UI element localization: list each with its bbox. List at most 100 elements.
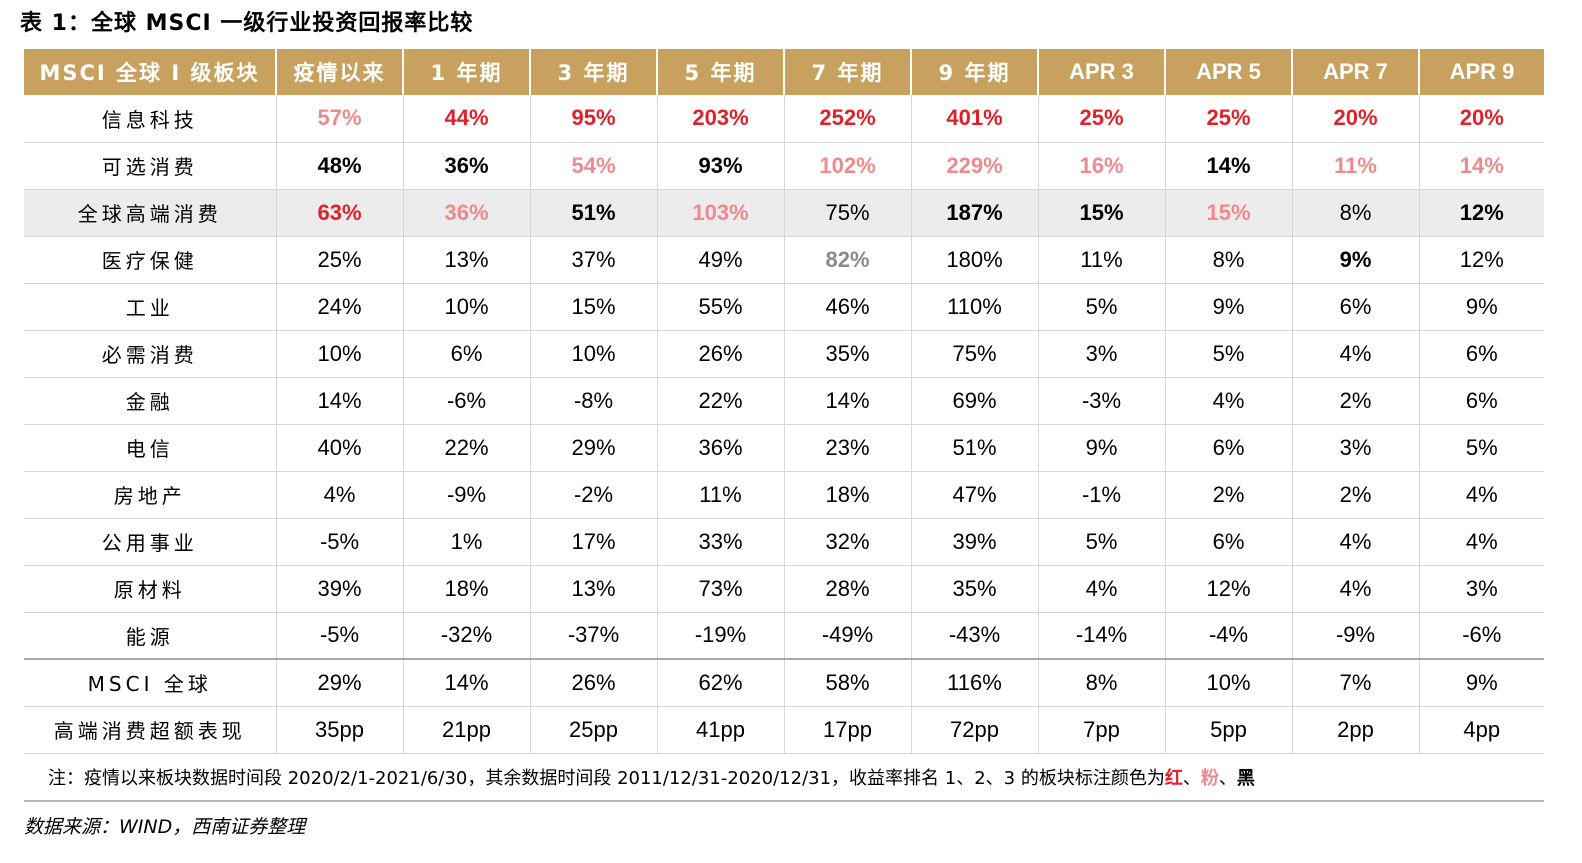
- value-cell: -32%: [403, 612, 531, 660]
- value-cell: 3%: [1419, 565, 1544, 613]
- value-cell: 5%: [1038, 283, 1166, 331]
- value-cell: 229%: [911, 142, 1039, 190]
- value-cell: 41pp: [657, 706, 785, 754]
- value-cell: 40%: [276, 424, 404, 472]
- value-cell: 73%: [657, 565, 785, 613]
- value-cell: 3%: [1292, 424, 1420, 472]
- value-cell: 116%: [911, 658, 1039, 707]
- value-cell: 20%: [1292, 95, 1420, 143]
- row-label: 电信: [24, 424, 277, 472]
- value-cell: 4%: [1419, 471, 1544, 519]
- value-cell: 26%: [530, 658, 658, 707]
- value-cell: 46%: [784, 283, 912, 331]
- value-cell: 35%: [784, 330, 912, 378]
- table-row: 电信 40% 22% 29% 36% 23% 51% 9% 6% 3% 5%: [24, 424, 1544, 472]
- value-cell: 4%: [1292, 330, 1420, 378]
- note-pink: 粉: [1200, 767, 1219, 789]
- value-cell: 36%: [403, 189, 531, 237]
- value-cell: 5%: [1419, 424, 1544, 472]
- value-cell: 51%: [530, 189, 658, 237]
- value-cell: 63%: [276, 189, 404, 237]
- value-cell: 3%: [1038, 330, 1166, 378]
- value-cell: -9%: [1292, 612, 1420, 660]
- row-label: MSCI 全球: [24, 658, 277, 707]
- value-cell: 7%: [1292, 658, 1420, 707]
- table-row: 房地产 4% -9% -2% 11% 18% 47% -1% 2% 2% 4%: [24, 471, 1544, 519]
- row-label: 原材料: [24, 565, 277, 613]
- value-cell: -19%: [657, 612, 785, 660]
- value-cell: 36%: [657, 424, 785, 472]
- value-cell: 37%: [530, 236, 658, 284]
- row-label: 医疗保健: [24, 236, 277, 284]
- value-cell: 72pp: [911, 706, 1039, 754]
- value-cell: 36%: [403, 142, 531, 190]
- table-row: 工业 24% 10% 15% 55% 46% 110% 5% 9% 6% 9%: [24, 283, 1544, 331]
- value-cell: 62%: [657, 658, 785, 707]
- table-row: 必需消费 10% 6% 10% 26% 35% 75% 3% 5% 4% 6%: [24, 330, 1544, 378]
- header-period: 7 年期: [784, 49, 912, 95]
- note-text: 注：疫情以来板块数据时间段 2020/2/1-2021/6/30，其余数据时间段…: [48, 767, 1165, 789]
- table-row: 可选消费 48% 36% 54% 93% 102% 229% 16% 14% 11% 14%: [24, 142, 1544, 190]
- value-cell: 9%: [1038, 424, 1166, 472]
- value-cell: 14%: [276, 377, 404, 425]
- returns-table: MSCI 全球 I 级板块 疫情以来 1 年期 3 年期 5 年期 7 年期 9 年期 APR…: [24, 49, 1544, 802]
- value-cell: 75%: [784, 189, 912, 237]
- row-label: 可选消费: [24, 142, 277, 190]
- note-cell: 注：疫情以来板块数据时间段 2020/2/1-2021/6/30，其余数据时间段…: [24, 753, 1544, 802]
- header-period: APR 5: [1165, 49, 1293, 95]
- value-cell: -3%: [1038, 377, 1166, 425]
- header-period: 3 年期: [530, 49, 658, 95]
- value-cell: 11%: [1038, 236, 1166, 284]
- value-cell: 69%: [911, 377, 1039, 425]
- table-title: 表 1：全球 MSCI 一级行业投资回报率比较: [20, 11, 474, 36]
- value-cell: 21pp: [403, 706, 531, 754]
- value-cell: 10%: [1165, 658, 1293, 707]
- note-sep: 、: [1182, 767, 1201, 789]
- value-cell: 39%: [911, 518, 1039, 566]
- value-cell: 14%: [1419, 142, 1544, 190]
- value-cell: 10%: [276, 330, 404, 378]
- value-cell: 22%: [403, 424, 531, 472]
- note-black: 黑: [1236, 767, 1255, 789]
- value-cell: 10%: [403, 283, 531, 331]
- value-cell: 24%: [276, 283, 404, 331]
- value-cell: 25pp: [530, 706, 658, 754]
- value-cell: 2%: [1292, 471, 1420, 519]
- table-row: 公用事业 -5% 1% 17% 33% 32% 39% 5% 6% 4% 4%: [24, 518, 1544, 566]
- value-cell: 5%: [1165, 330, 1293, 378]
- value-cell: 4%: [1292, 518, 1420, 566]
- value-cell: 25%: [1165, 95, 1293, 143]
- value-cell: 16%: [1038, 142, 1166, 190]
- row-label: 高端消费超额表现: [24, 706, 277, 754]
- value-cell: 15%: [1038, 189, 1166, 237]
- value-cell: -49%: [784, 612, 912, 660]
- value-cell: 11%: [657, 471, 785, 519]
- value-cell: 44%: [403, 95, 531, 143]
- header-period: 5 年期: [657, 49, 785, 95]
- value-cell: 35%: [911, 565, 1039, 613]
- value-cell: 8%: [1165, 236, 1293, 284]
- value-cell: 51%: [911, 424, 1039, 472]
- value-cell: 7pp: [1038, 706, 1166, 754]
- value-cell: 54%: [530, 142, 658, 190]
- value-cell: 252%: [784, 95, 912, 143]
- value-cell: 82%: [784, 236, 912, 284]
- row-label: 公用事业: [24, 518, 277, 566]
- value-cell: 14%: [784, 377, 912, 425]
- value-cell: 95%: [530, 95, 658, 143]
- value-cell: -37%: [530, 612, 658, 660]
- value-cell: 57%: [276, 95, 404, 143]
- header-period: APR 7: [1292, 49, 1420, 95]
- value-cell: 4%: [1292, 565, 1420, 613]
- value-cell: 6%: [1419, 330, 1544, 378]
- value-cell: 58%: [784, 658, 912, 707]
- value-cell: -8%: [530, 377, 658, 425]
- value-cell: 25%: [276, 236, 404, 284]
- value-cell: 9%: [1292, 236, 1420, 284]
- value-cell: 26%: [657, 330, 785, 378]
- value-cell: 33%: [657, 518, 785, 566]
- value-cell: 17%: [530, 518, 658, 566]
- value-cell: 102%: [784, 142, 912, 190]
- value-cell: 35pp: [276, 706, 404, 754]
- table-row: 信息科技 57% 44% 95% 203% 252% 401% 25% 25% 20% 20%: [24, 95, 1544, 143]
